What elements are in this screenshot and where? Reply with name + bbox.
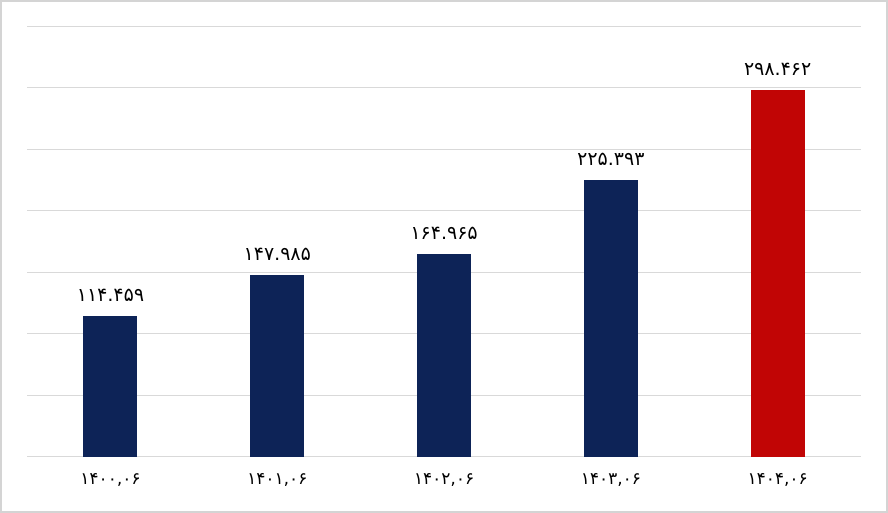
bar [250,275,305,457]
bar-column: ۱۱۴.۴۵۹ [27,27,194,457]
bar-value-label: ۲۹۸.۴۶۲ [743,58,812,81]
bar [583,180,638,457]
gridline [27,87,861,88]
bar-value-label: ۱۱۴.۴۵۹ [76,284,145,307]
x-axis-label: ۱۴۰۲,۰۶ [413,469,475,489]
bar-column: ۲۹۸.۴۶۲ [694,27,861,457]
x-axis-label: ۱۴۰۴,۰۶ [747,469,808,489]
x-axis-label: ۱۴۰۰,۰۶ [80,469,141,489]
bar [750,90,805,457]
bar-value-label: ۱۶۴.۹۶۵ [410,222,478,245]
gridline [27,26,861,27]
x-axis: ۱۴۰۰,۰۶ ۱۴۰۱,۰۶ ۱۴۰۲,۰۶ ۱۴۰۳,۰۶ ۱۴۰۴,۰۶ [27,457,861,505]
bar [83,316,138,457]
bar [416,254,471,457]
gridline [27,210,861,211]
plot-area: ۱۱۴.۴۵۹ ۱۴۷.۹۸۵ ۱۶۴.۹۶۵ ۲۲۵.۳۹۳ ۲۹۸.۴۶۲ [27,26,861,457]
x-axis-label: ۱۴۰۱,۰۶ [247,469,308,489]
gridline [27,149,861,150]
bar-value-label: ۱۴۷.۹۸۵ [243,243,311,266]
bar-column: ۲۲۵.۳۹۳ [527,27,694,457]
bar-column: ۱۴۷.۹۸۵ [194,27,361,457]
bar-value-label: ۲۲۵.۳۹۳ [577,148,645,171]
x-axis-label: ۱۴۰۳,۰۶ [580,469,641,489]
bars-layer: ۱۱۴.۴۵۹ ۱۴۷.۹۸۵ ۱۶۴.۹۶۵ ۲۲۵.۳۹۳ ۲۹۸.۴۶۲ [27,27,861,457]
bar-column: ۱۶۴.۹۶۵ [361,27,528,457]
